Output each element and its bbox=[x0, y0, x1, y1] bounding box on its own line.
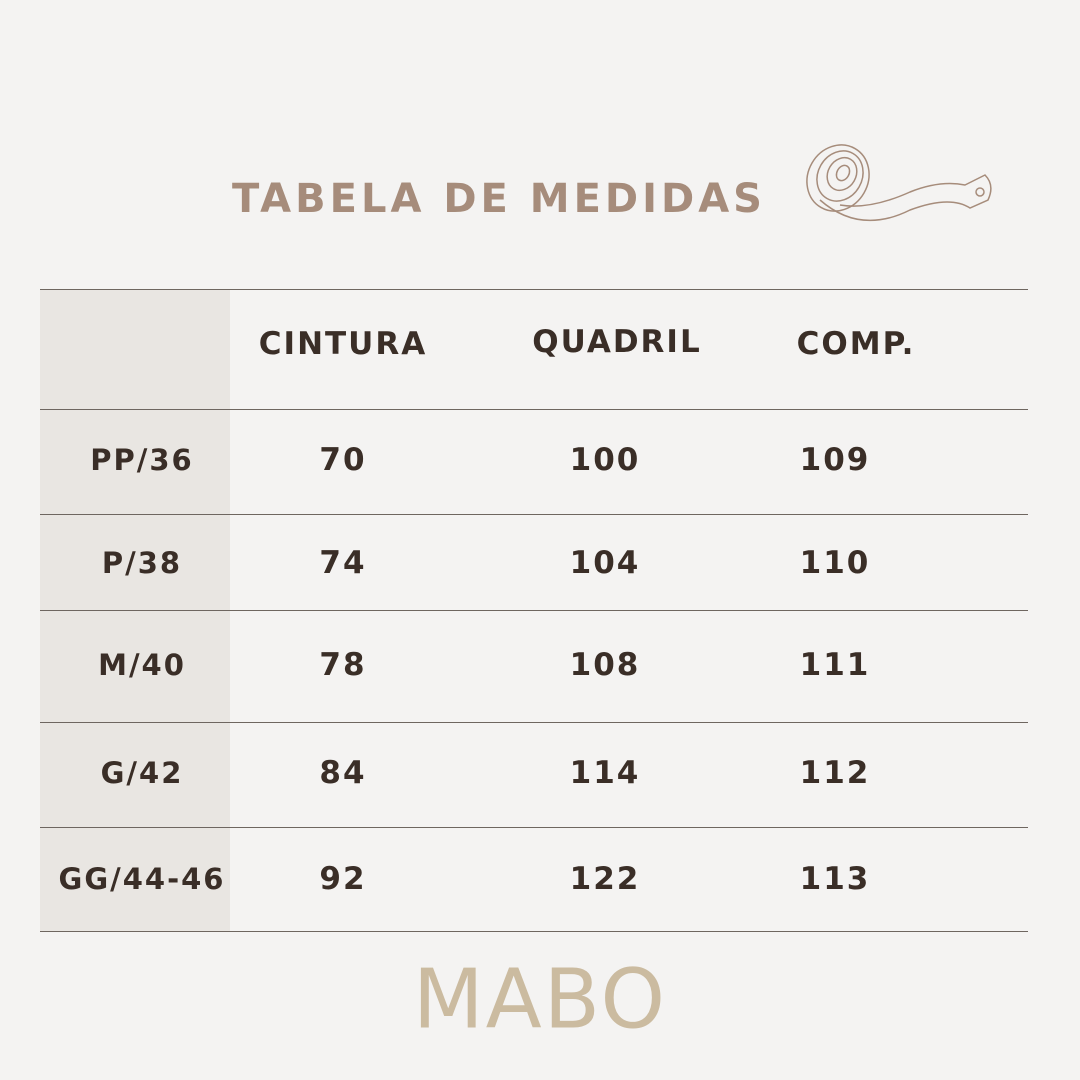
divider bbox=[40, 514, 1028, 515]
divider bbox=[40, 931, 1028, 932]
header-comp: COMP. bbox=[796, 326, 916, 362]
divider bbox=[40, 722, 1028, 723]
cintura-cell: 84 bbox=[319, 755, 367, 791]
brand-logo: MABO bbox=[412, 952, 668, 1048]
cintura-cell: 70 bbox=[319, 442, 367, 478]
quadril-cell: 114 bbox=[569, 755, 641, 791]
size-cell: G/42 bbox=[100, 756, 184, 790]
quadril-cell: 108 bbox=[569, 647, 641, 683]
divider bbox=[40, 409, 1028, 410]
cintura-cell: 78 bbox=[319, 647, 367, 683]
measuring-tape-icon bbox=[806, 144, 992, 222]
header-cintura: CINTURA bbox=[258, 326, 428, 362]
cintura-cell: 92 bbox=[319, 861, 367, 897]
divider bbox=[40, 289, 1028, 290]
cintura-cell: 74 bbox=[319, 545, 367, 581]
size-cell: PP/36 bbox=[90, 443, 194, 477]
quadril-cell: 100 bbox=[569, 442, 641, 478]
divider bbox=[40, 827, 1028, 828]
size-cell: M/40 bbox=[98, 648, 186, 682]
comp-cell: 112 bbox=[799, 755, 871, 791]
comp-cell: 110 bbox=[799, 545, 871, 581]
size-cell: P/38 bbox=[101, 546, 183, 580]
size-cell: GG/44-46 bbox=[58, 862, 226, 896]
header-quadril: QUADRIL bbox=[532, 324, 702, 360]
divider bbox=[40, 610, 1028, 611]
page-title: TABELA DE MEDIDAS bbox=[232, 176, 766, 222]
quadril-cell: 104 bbox=[569, 545, 641, 581]
comp-cell: 111 bbox=[799, 647, 871, 683]
comp-cell: 113 bbox=[799, 861, 871, 897]
comp-cell: 109 bbox=[799, 442, 871, 478]
quadril-cell: 122 bbox=[569, 861, 641, 897]
